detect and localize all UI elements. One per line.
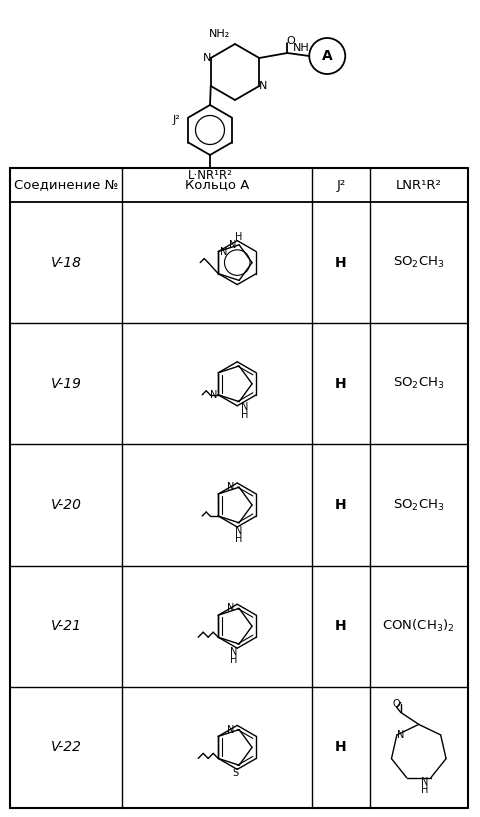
Text: N: N (230, 647, 238, 657)
Text: NH₂: NH₂ (208, 29, 229, 39)
Text: J²: J² (336, 178, 346, 191)
Text: Соединение №: Соединение № (14, 178, 118, 191)
Text: H: H (421, 784, 429, 795)
Text: H: H (241, 409, 249, 420)
Text: H: H (335, 256, 347, 270)
Text: SO$_2$CH$_3$: SO$_2$CH$_3$ (393, 255, 444, 270)
Text: N: N (421, 777, 429, 787)
Text: V-21: V-21 (50, 619, 82, 633)
Text: NH: NH (293, 43, 310, 53)
Text: H: H (335, 619, 347, 633)
Text: L·NR¹R²: L·NR¹R² (188, 168, 232, 181)
Text: H: H (335, 740, 347, 754)
Text: H: H (335, 377, 347, 391)
Text: N: N (241, 402, 249, 412)
Text: N: N (235, 526, 243, 536)
Text: N: N (219, 247, 227, 257)
Text: H: H (230, 655, 238, 665)
Text: O: O (287, 36, 296, 46)
Text: N: N (203, 53, 211, 63)
Text: J²: J² (172, 114, 180, 124)
Text: SO$_2$CH$_3$: SO$_2$CH$_3$ (393, 377, 444, 391)
Text: V-22: V-22 (50, 740, 82, 754)
Text: V-19: V-19 (50, 377, 82, 391)
Text: N: N (228, 725, 235, 734)
Text: H: H (335, 498, 347, 512)
Text: N: N (397, 730, 405, 740)
Text: N: N (228, 604, 235, 614)
Text: N: N (228, 482, 235, 492)
Text: A: A (322, 49, 333, 63)
Text: H: H (235, 534, 243, 544)
Text: V-18: V-18 (50, 256, 82, 270)
Text: N: N (209, 390, 217, 400)
Text: CON(CH$_3$)$_2$: CON(CH$_3$)$_2$ (383, 618, 455, 634)
Text: S: S (232, 768, 238, 779)
Text: N: N (229, 240, 237, 250)
Text: SO$_2$CH$_3$: SO$_2$CH$_3$ (393, 498, 444, 512)
Text: V-20: V-20 (50, 498, 82, 512)
Text: H: H (235, 232, 243, 242)
Text: N: N (259, 81, 267, 91)
Text: Кольцо A: Кольцо A (185, 178, 250, 191)
Text: LNR¹R²: LNR¹R² (396, 178, 442, 191)
Text: O: O (393, 699, 401, 709)
